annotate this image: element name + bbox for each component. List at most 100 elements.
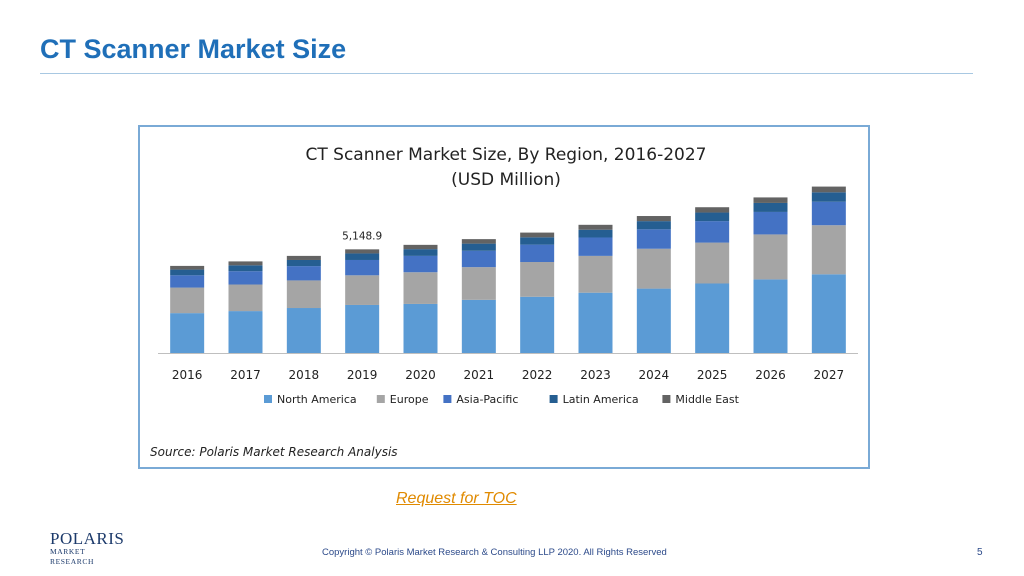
x-tick-label: 2027 [814, 368, 845, 382]
bar-2025-north-america [695, 283, 730, 353]
logo-wordmark: POLARIS [50, 529, 125, 548]
x-tick-label: 2021 [464, 368, 495, 382]
data-label: 5,148.9 [342, 230, 382, 242]
bar-2025-latin-america [695, 212, 730, 222]
bars-layer [170, 186, 846, 353]
bar-2023-europe [578, 255, 613, 293]
x-tick-labels: 2016 2017 2018 2019 2020 2021 2022 2023 2024 2025… [172, 368, 844, 382]
request-toc-link[interactable]: Request for TOC [396, 490, 517, 507]
bar-2027-north-america [811, 274, 846, 353]
chart-title: CT Scanner Market Size, By Region, 2016-… [306, 145, 707, 165]
x-tick-label: 2016 [172, 368, 203, 382]
bar-2022-asia-pacific [520, 244, 555, 263]
legend-label: Latin America [563, 393, 639, 406]
bar-2022-europe [520, 262, 555, 297]
bar-2020-europe [403, 272, 438, 304]
bar-2023-middle-east [578, 224, 613, 230]
legend-label: Asia-Pacific [456, 393, 518, 406]
bar-2017-north-america [228, 311, 263, 353]
bar-2020-north-america [403, 303, 438, 353]
bar-2023-latin-america [578, 229, 613, 238]
legend-item: Latin America [549, 393, 639, 406]
chart-source-note: Source: Polaris Market Research Analysis [150, 445, 398, 459]
legend-swatch [662, 395, 671, 403]
bar-2022-middle-east [520, 232, 555, 238]
legend-swatch [264, 395, 272, 403]
legend-label: Europe [390, 393, 429, 406]
slide-title: CT Scanner Market Size [40, 34, 347, 64]
bar-2017-asia-pacific [228, 271, 263, 285]
legend-swatch [443, 395, 452, 403]
data-labels: 5,148.9 [342, 230, 382, 242]
bar-2019-middle-east [345, 249, 380, 254]
legend-label: North America [277, 393, 357, 406]
bar-2026-europe [753, 234, 788, 280]
title-divider [40, 73, 973, 74]
bar-2021-middle-east [461, 239, 496, 244]
logo-tagline: MARKET RESEARCH [50, 547, 94, 566]
x-tick-label: 2018 [289, 368, 320, 382]
polaris-logo: POLARIS MARKET RESEARCH [50, 529, 130, 566]
bar-2017-latin-america [228, 265, 263, 272]
bar-2026-asia-pacific [753, 211, 788, 235]
legend-item: Asia-Pacific [443, 393, 518, 406]
bar-2021-latin-america [461, 243, 496, 251]
x-tick-label: 2026 [755, 368, 786, 382]
legend-item: Middle East [662, 393, 740, 406]
bar-2026-north-america [753, 279, 788, 353]
legend-swatch [376, 395, 385, 403]
x-tick-label: 2020 [405, 368, 436, 382]
bar-2017-europe [228, 284, 263, 312]
bar-2026-latin-america [753, 202, 788, 212]
bar-2018-europe [286, 280, 321, 309]
legend-label: Middle East [675, 393, 739, 406]
bar-2021-north-america [461, 299, 496, 353]
x-tick-label: 2022 [522, 368, 553, 382]
bar-2024-asia-pacific [636, 229, 671, 249]
bar-2025-asia-pacific [695, 221, 730, 243]
bar-2024-europe [636, 248, 671, 289]
legend-item: North America [264, 393, 357, 406]
x-tick-label: 2025 [697, 368, 728, 382]
legend-swatch [549, 395, 558, 403]
bar-2020-middle-east [403, 244, 438, 250]
bar-2016-europe [170, 287, 205, 314]
bar-2026-middle-east [753, 197, 788, 203]
bar-2018-north-america [286, 308, 321, 353]
x-tick-label: 2017 [230, 368, 261, 382]
chart-frame: CT Scanner Market Size, By Region, 2016-… [138, 125, 870, 469]
bar-2022-latin-america [520, 237, 555, 245]
bar-2019-europe [345, 275, 380, 305]
bar-2020-latin-america [403, 249, 438, 256]
bar-2022-north-america [520, 296, 555, 353]
chart-subtitle: (USD Million) [451, 170, 561, 190]
bar-2025-middle-east [695, 207, 730, 213]
bar-2018-asia-pacific [286, 266, 321, 281]
x-tick-label: 2024 [639, 368, 670, 382]
bar-2016-asia-pacific [170, 275, 205, 288]
bar-2024-north-america [636, 288, 671, 353]
bar-2025-europe [695, 242, 730, 284]
page-number: 5 [977, 547, 983, 558]
bar-2016-middle-east [170, 265, 205, 270]
bar-2019-latin-america [345, 253, 380, 260]
x-tick-label: 2019 [347, 368, 378, 382]
bar-2018-latin-america [286, 259, 321, 267]
bar-2024-latin-america [636, 221, 671, 230]
bar-2027-asia-pacific [811, 201, 846, 226]
bar-2020-asia-pacific [403, 255, 438, 273]
copyright-text: Copyright © Polaris Market Research & Co… [322, 547, 667, 558]
chart-legend: North America Europe Asia-Pacific Latin Ame… [264, 393, 740, 406]
legend-item: Europe [376, 393, 429, 406]
bar-2016-north-america [170, 313, 205, 353]
bar-2023-asia-pacific [578, 237, 613, 256]
stacked-bar-chart: CT Scanner Market Size, By Region, 2016-… [158, 145, 858, 406]
bar-2018-middle-east [286, 255, 321, 260]
x-tick-label: 2023 [580, 368, 611, 382]
bar-2017-middle-east [228, 261, 263, 266]
bar-2024-middle-east [636, 216, 671, 222]
bar-2019-asia-pacific [345, 259, 380, 276]
bar-2019-north-america [345, 304, 380, 353]
bar-2021-asia-pacific [461, 250, 496, 268]
bar-2016-latin-america [170, 269, 205, 276]
